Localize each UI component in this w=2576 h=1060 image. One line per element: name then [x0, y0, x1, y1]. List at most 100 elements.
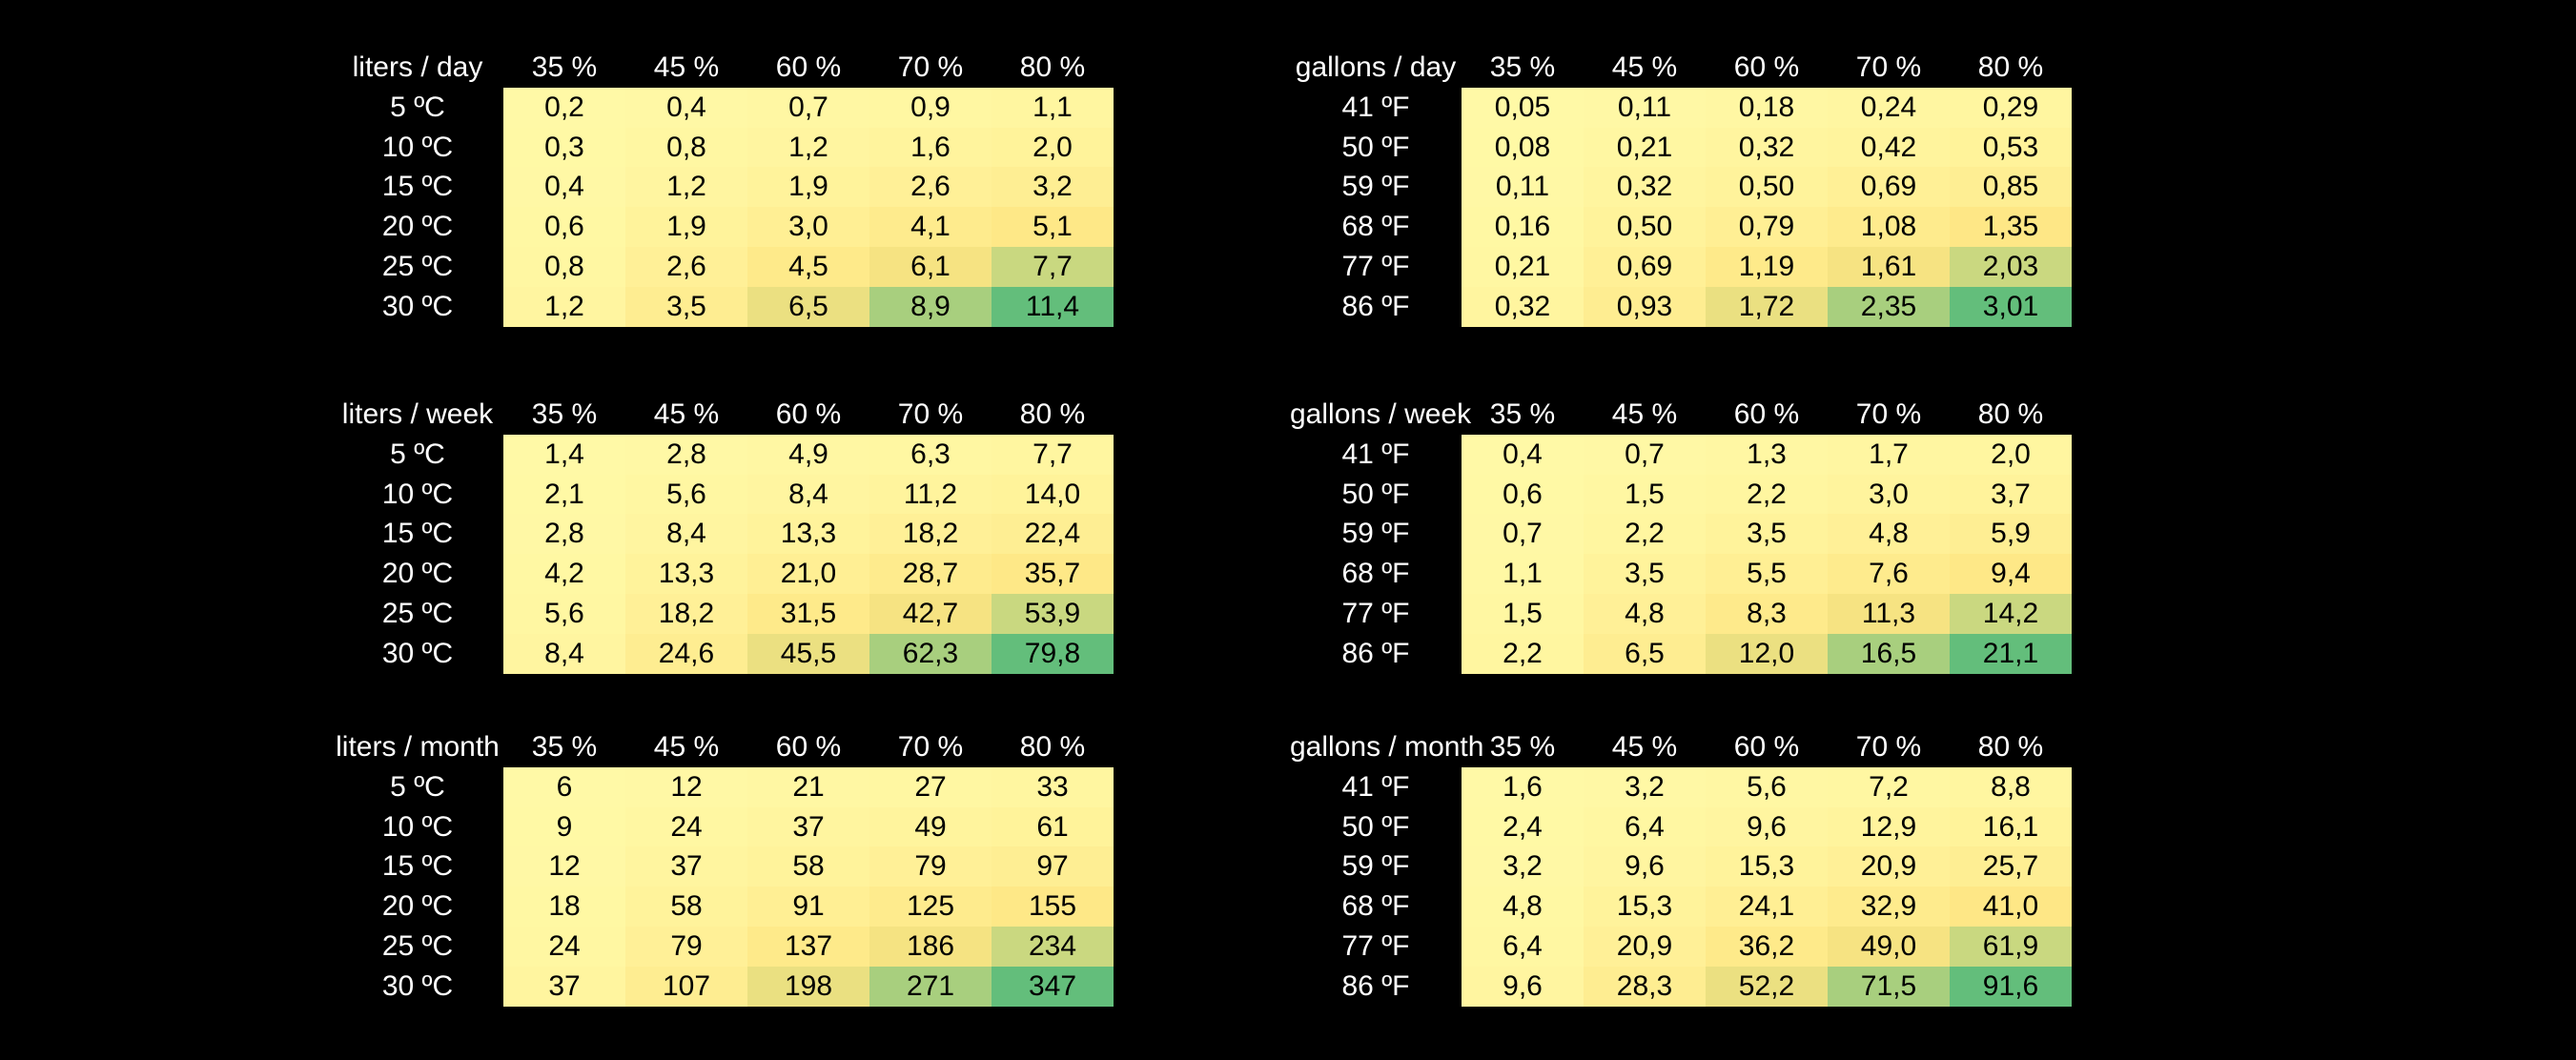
heatmap-cell: 1,2 — [503, 286, 625, 327]
heatmap-cell: 0,32 — [1462, 286, 1584, 327]
heatmap-cell: 12,9 — [1828, 806, 1950, 847]
heatmap-cell: 27 — [869, 766, 992, 807]
heatmap-cell: 0,9 — [869, 87, 992, 128]
table-row: 30 ºC 1,2 3,5 6,5 8,9 11,4 — [332, 286, 1114, 327]
table-gallons-week: gallons / week 35 % 45 % 60 % 70 % 80 % 41 ºF 0… — [1290, 395, 2072, 674]
header-row: liters / month 35 % 45 % 60 % 70 % 80 % — [332, 727, 1114, 767]
heatmap-cell: 1,2 — [747, 127, 869, 168]
row-header: 15 ºC — [381, 171, 454, 203]
header-row: gallons / month 35 % 45 % 60 % 70 % 80 % — [1290, 727, 2072, 767]
row-header: 30 ºC — [381, 290, 454, 322]
header-row: gallons / week 35 % 45 % 60 % 70 % 80 % — [1290, 395, 2072, 435]
heatmap-cell: 12,0 — [1706, 633, 1828, 674]
table-row: 20 ºC 18 58 91 125 155 — [332, 887, 1114, 927]
heatmap-cell: 13,3 — [625, 554, 747, 594]
heatmap-cell: 198 — [747, 966, 869, 1007]
heatmap-cell: 347 — [992, 966, 1114, 1007]
column-header: 70 % — [1855, 731, 1922, 763]
heatmap-cell: 0,11 — [1584, 87, 1706, 128]
heatmap-cell: 41,0 — [1950, 887, 2072, 927]
heatmap-cell: 3,0 — [1828, 474, 1950, 515]
corner-label: liters / month — [336, 731, 500, 763]
heatmap-cell: 1,9 — [747, 167, 869, 208]
heatmap-cell: 7,7 — [992, 246, 1114, 287]
heatmap-cell: 91 — [747, 887, 869, 927]
heatmap-cell: 2,35 — [1828, 286, 1950, 327]
table-gallons-month: gallons / month 35 % 45 % 60 % 70 % 80 % 41 ºF… — [1290, 727, 2072, 1007]
row-header: 15 ºC — [381, 850, 454, 883]
row-header: 10 ºC — [381, 478, 454, 510]
corner-label: gallons / month — [1290, 731, 1484, 763]
heatmap-cell: 49,0 — [1828, 926, 1950, 967]
heatmap-cell: 24,6 — [625, 633, 747, 674]
heatmap-cell: 0,85 — [1950, 167, 2072, 208]
heatmap-cell: 0,11 — [1462, 167, 1584, 208]
heatmap-cell: 0,79 — [1706, 207, 1828, 247]
heatmap-cell: 2,2 — [1584, 514, 1706, 555]
heatmap-cell: 0,21 — [1584, 127, 1706, 168]
table-row: 41 ºF 1,6 3,2 5,6 7,2 8,8 — [1290, 766, 2072, 807]
row-header: 77 ºF — [1341, 597, 1410, 629]
heatmap-cell: 14,2 — [1950, 593, 2072, 634]
column-header: 60 % — [1733, 398, 1800, 430]
heatmap-cell: 5,6 — [1706, 766, 1828, 807]
heatmap-cell: 32,9 — [1828, 887, 1950, 927]
heatmap-cell: 3,01 — [1950, 286, 2072, 327]
heatmap-cell: 2,8 — [503, 514, 625, 555]
heatmap-cell: 3,2 — [992, 167, 1114, 208]
heatmap-cell: 1,72 — [1706, 286, 1828, 327]
heatmap-cell: 35,7 — [992, 554, 1114, 594]
table-row: 86 ºF 9,6 28,3 52,2 71,5 91,6 — [1290, 966, 2072, 1007]
column-header: 35 % — [1489, 398, 1556, 430]
table-row: 15 ºC 12 37 58 79 97 — [332, 846, 1114, 887]
header-row: liters / week 35 % 45 % 60 % 70 % 80 % — [332, 395, 1114, 435]
table-row: 86 ºF 2,2 6,5 12,0 16,5 21,1 — [1290, 633, 2072, 674]
heatmap-cell: 4,2 — [503, 554, 625, 594]
heatmap-cell: 0,7 — [1462, 514, 1584, 555]
table-row: 68 ºF 1,1 3,5 5,5 7,6 9,4 — [1290, 554, 2072, 594]
heatmap-cell: 3,2 — [1584, 766, 1706, 807]
corner-label: gallons / day — [1295, 51, 1457, 83]
heatmap-cell: 18 — [503, 887, 625, 927]
heatmap-cell: 4,8 — [1828, 514, 1950, 555]
heatmap-cell: 186 — [869, 926, 992, 967]
heatmap-cell: 71,5 — [1828, 966, 1950, 1007]
heatmap-cell: 0,53 — [1950, 127, 2072, 168]
table-row: 68 ºF 4,8 15,3 24,1 32,9 41,0 — [1290, 887, 2072, 927]
heatmap-cell: 107 — [625, 966, 747, 1007]
column-header: 70 % — [1855, 398, 1922, 430]
table-row: 41 ºF 0,4 0,7 1,3 1,7 2,0 — [1290, 434, 2072, 475]
heatmap-cell: 37 — [503, 966, 625, 1007]
row-header: 20 ºC — [381, 558, 454, 590]
column-header: 45 % — [1611, 51, 1678, 83]
heatmap-cell: 0,7 — [747, 87, 869, 128]
heatmap-cell: 4,1 — [869, 207, 992, 247]
corner-label: liters / day — [352, 51, 483, 83]
column-header: 45 % — [1611, 731, 1678, 763]
heatmap-cell: 97 — [992, 846, 1114, 887]
table-row: 68 ºF 0,16 0,50 0,79 1,08 1,35 — [1290, 207, 2072, 247]
heatmap-cell: 20,9 — [1828, 846, 1950, 887]
heatmap-cell: 79,8 — [992, 633, 1114, 674]
table-liters-day: liters / day 35 % 45 % 60 % 70 % 80 % 5 ºC 0,2 0… — [332, 48, 1114, 327]
heatmap-cell: 20,9 — [1584, 926, 1706, 967]
column-header: 35 % — [531, 731, 598, 763]
heatmap-cell: 6,1 — [869, 246, 992, 287]
heatmap-cell: 9,6 — [1706, 806, 1828, 847]
row-header: 77 ºF — [1341, 929, 1410, 962]
heatmap-cell: 0,32 — [1706, 127, 1828, 168]
row-header: 41 ºF — [1341, 91, 1410, 123]
table-row: 10 ºC 2,1 5,6 8,4 11,2 14,0 — [332, 474, 1114, 515]
heatmap-cell: 8,8 — [1950, 766, 2072, 807]
table-row: 59 ºF 0,7 2,2 3,5 4,8 5,9 — [1290, 514, 2072, 555]
heatmap-cell: 0,8 — [625, 127, 747, 168]
table-row: 30 ºC 8,4 24,6 45,5 62,3 79,8 — [332, 633, 1114, 674]
column-header: 70 % — [897, 51, 964, 83]
heatmap-cell: 58 — [747, 846, 869, 887]
heatmap-cell: 137 — [747, 926, 869, 967]
row-header: 50 ºF — [1341, 478, 1410, 510]
heatmap-cell: 33 — [992, 766, 1114, 807]
row-header: 50 ºF — [1341, 810, 1410, 843]
heatmap-cell: 4,5 — [747, 246, 869, 287]
table-row: 20 ºC 4,2 13,3 21,0 28,7 35,7 — [332, 554, 1114, 594]
